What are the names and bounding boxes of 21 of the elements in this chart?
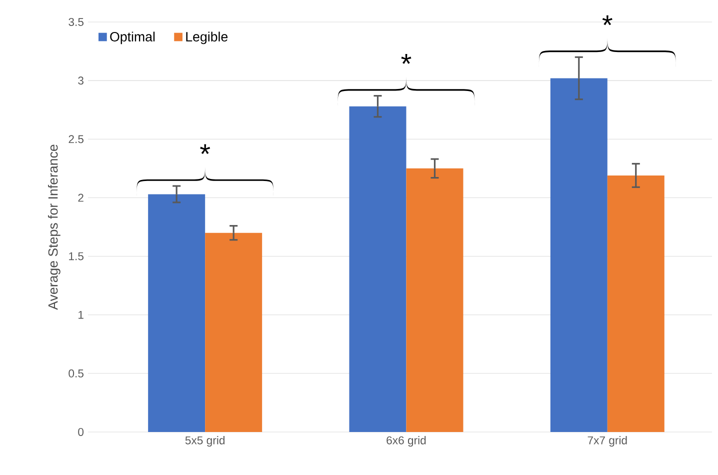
y-tick-label: 2.5	[68, 135, 84, 144]
x-tick-label: 6x6 grid	[386, 436, 426, 447]
x-tick-label: 7x7 grid	[588, 436, 627, 447]
annotation: *	[602, 15, 612, 26]
y-tick-label: 1	[78, 310, 84, 319]
y-axis-title: Average Steps for Inferance	[48, 144, 60, 310]
x-tick-label: 5x5 grid	[185, 436, 225, 447]
bar	[406, 168, 464, 432]
y-tick-label: 0	[78, 428, 84, 436]
annotation: *	[200, 144, 210, 154]
bar	[205, 232, 262, 432]
y-tick-label: 3.5	[68, 18, 84, 26]
legend-label: Optimal	[110, 32, 155, 44]
y-tick-label: 3	[78, 76, 84, 85]
y-tick-label: 1.5	[69, 252, 84, 260]
y-tick-label: 2	[78, 194, 84, 202]
bar	[607, 175, 664, 432]
annotation: *	[401, 54, 412, 64]
legend-label: Legible	[186, 32, 228, 44]
y-tick-label: 0.5	[68, 369, 84, 378]
bar	[550, 78, 608, 432]
